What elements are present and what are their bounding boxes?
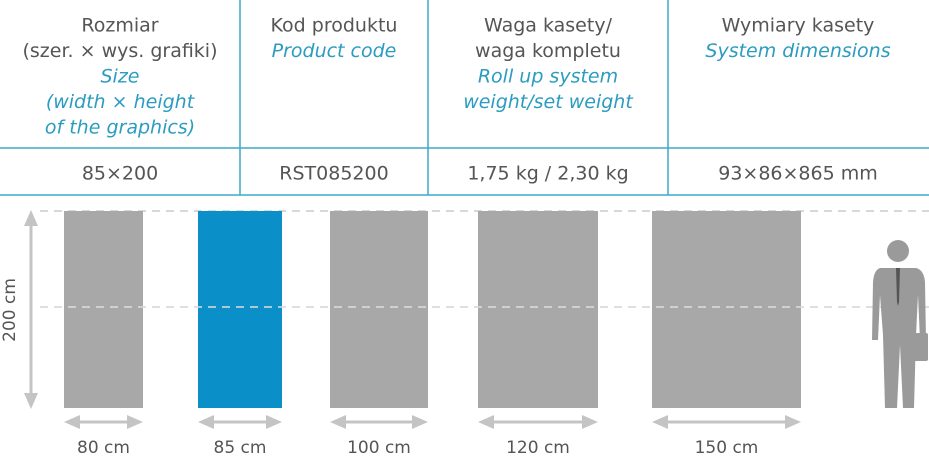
header-text: Kod produktu [271, 15, 398, 37]
table: Rozmiar (szer. × wys. grafiki) Size (width … [22, 15, 890, 185]
header-text-en: (width × height [46, 91, 196, 113]
cell: 1,75 kg / 2,30 kg [467, 163, 628, 185]
header-text: (szer. × wys. grafiki) [22, 40, 217, 62]
arrow-head [652, 415, 668, 429]
panel [478, 211, 598, 408]
table-grid [0, 0, 929, 196]
cell: 93×86×865 mm [718, 163, 878, 185]
arrow-head [266, 415, 282, 429]
header-text-en: of the graphics) [45, 117, 195, 139]
header-text: waga kompletu [475, 40, 621, 62]
header-text-en: Roll up system [478, 66, 618, 88]
arrow-head [582, 415, 598, 429]
header-text-en: weight/set weight [463, 91, 634, 113]
width-arrows: 80 cm 85 cm 100 cm 120 cm 150 cm [64, 415, 801, 458]
width-label: 120 cm [506, 438, 570, 458]
width-label: 150 cm [695, 438, 759, 458]
person [872, 240, 928, 408]
cell: 85×200 [82, 163, 158, 185]
header-text: Waga kasety/ [484, 15, 613, 37]
panels [40, 211, 929, 408]
width-label: 85 cm [214, 438, 267, 458]
arrow-head [785, 415, 801, 429]
arrow-head [478, 415, 494, 429]
arrow-head [64, 415, 80, 429]
arrow-head [127, 415, 143, 429]
width-label: 100 cm [347, 438, 411, 458]
height-arrow: 200 cm [0, 210, 38, 409]
arrow-head [330, 415, 346, 429]
header-text: Rozmiar [81, 15, 158, 37]
header-text-en: Product code [272, 40, 397, 62]
header-text-en: System dimensions [705, 40, 890, 62]
height-label: 200 cm [0, 278, 20, 342]
panel [330, 211, 428, 408]
arrow-head [412, 415, 428, 429]
panel [652, 211, 801, 408]
arrow-head [198, 415, 214, 429]
header-text: Wymiary kasety [722, 15, 875, 37]
panel-highlight [198, 211, 282, 408]
width-label: 80 cm [77, 438, 130, 458]
cell: RST085200 [279, 163, 388, 185]
header-text-en: Size [100, 66, 139, 88]
panel [64, 211, 143, 408]
